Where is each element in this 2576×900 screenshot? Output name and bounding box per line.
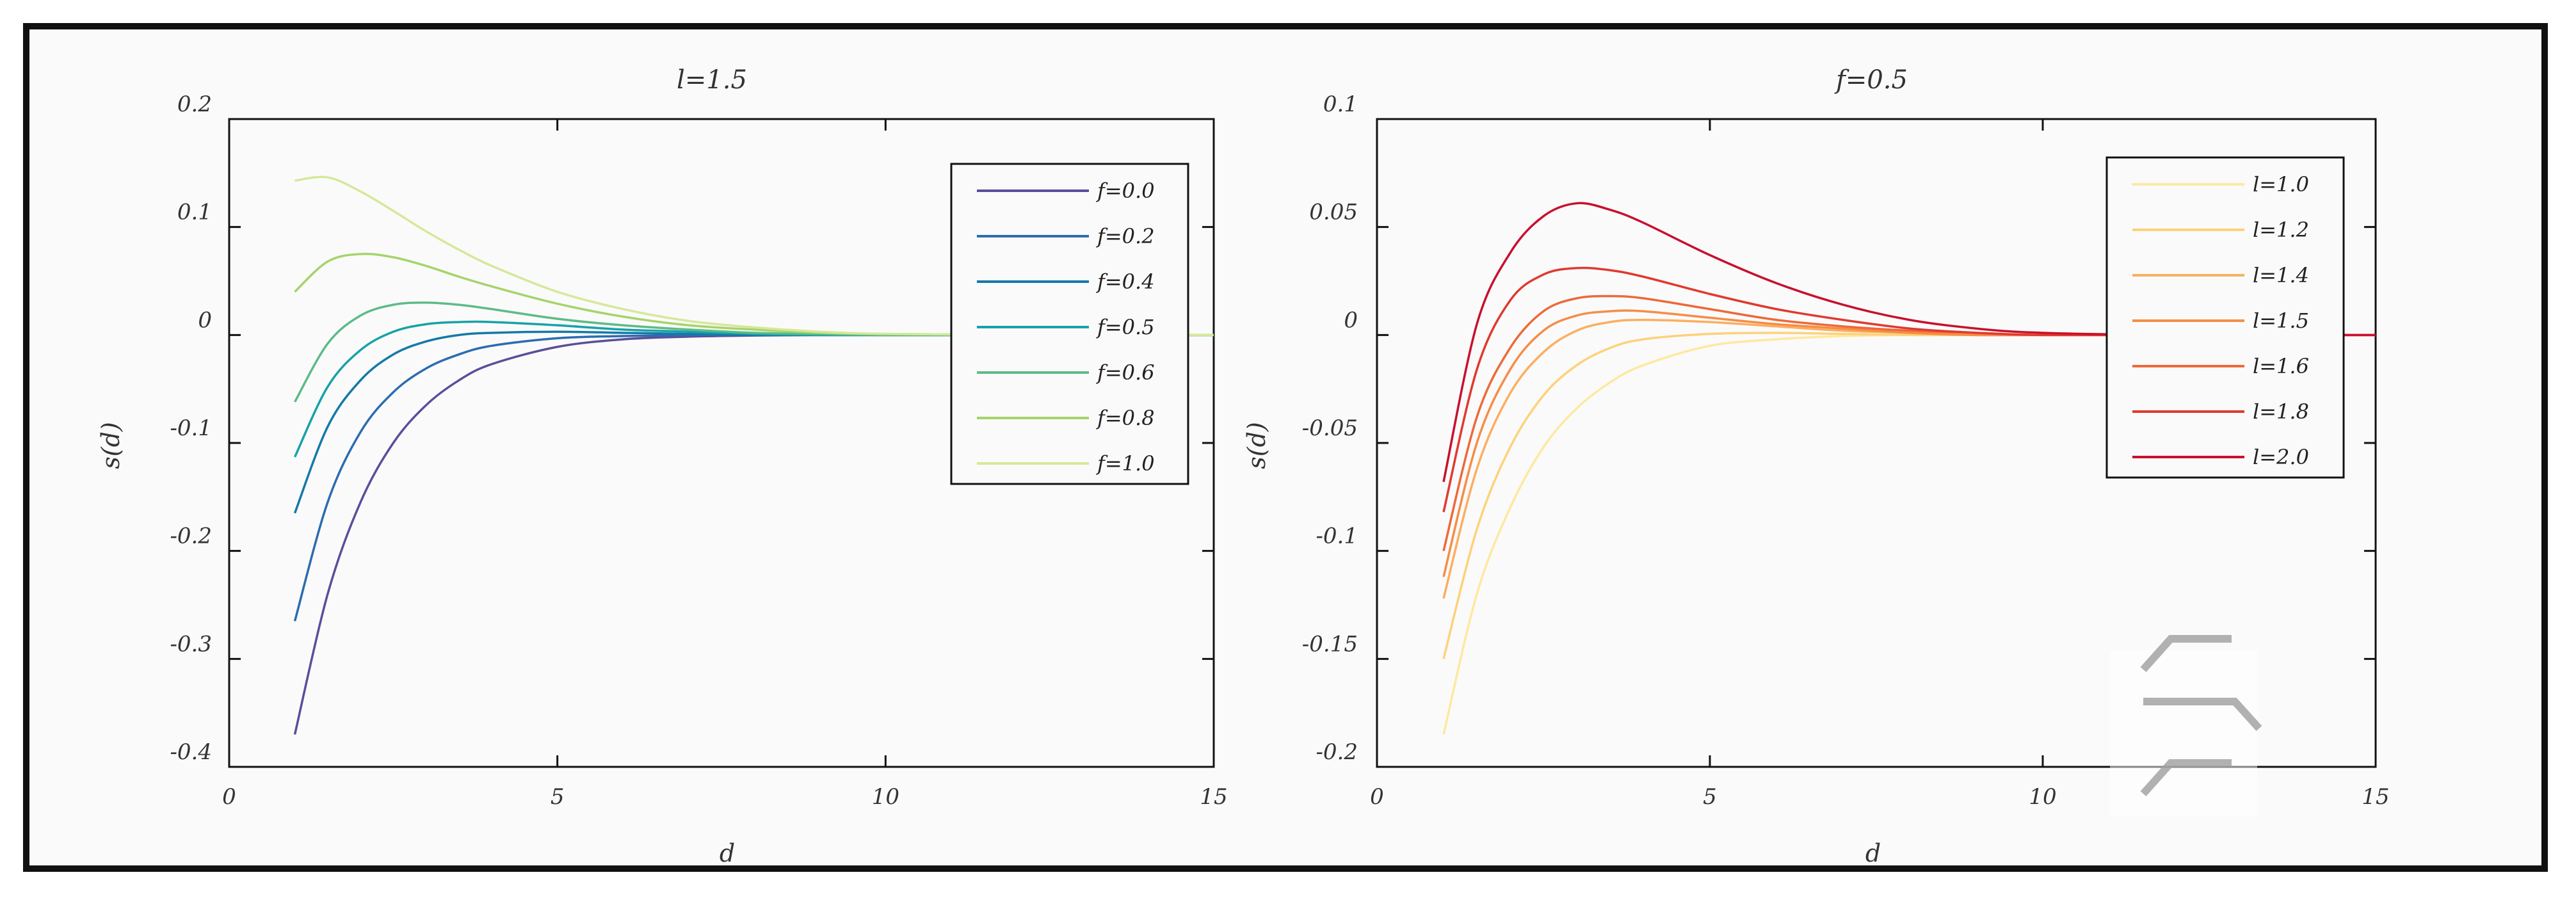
legend-box	[950, 163, 1189, 485]
chart-left: l=1.5 d s(d) 0.2 0.1 0 -0.1 -0.2 -0.3 -0.4 0 5 1…	[97, 65, 1228, 865]
x-axis-label: d	[720, 839, 735, 865]
y-tick-label: -0.2	[170, 524, 212, 549]
y-ticks: 0.1 0.05 0 -0.05 -0.1 -0.15 -0.2	[1302, 92, 2376, 768]
y-tick-label: -0.3	[170, 631, 212, 657]
x-axis-label: d	[1865, 839, 1881, 865]
y-tick-label: -0.4	[170, 739, 212, 765]
legend-label: f=0.2	[1096, 224, 1155, 248]
x-tick-label: 15	[2362, 784, 2389, 810]
series-line-f=1.0	[294, 175, 1214, 337]
legend-label: l=1.5	[2253, 309, 2309, 333]
y-tick-label: -0.1	[1316, 524, 1358, 549]
y-tick-label: -0.05	[1302, 415, 1358, 441]
legend-label: f=1.0	[1096, 451, 1155, 476]
x-tick-label: 15	[1200, 784, 1227, 810]
legend-label: f=0.0	[1096, 179, 1155, 203]
legend-label: f=0.8	[1096, 406, 1155, 430]
y-tick-label: -0.1	[170, 415, 212, 441]
figure-frame: l=1.5 d s(d) 0.2 0.1 0 -0.1 -0.2 -0.3 -0.4 0 5 1…	[23, 23, 2548, 872]
y-tick-label: 0	[198, 307, 212, 333]
x-tick-label: 10	[872, 784, 899, 810]
y-tick-label: 0.1	[1323, 92, 1358, 117]
x-ticks: 0 5 10 15	[1370, 119, 2390, 810]
chart-title: f=0.5	[1834, 65, 1908, 95]
y-axis-label: s(d)	[97, 422, 125, 469]
series-line-l=1.8	[1442, 266, 2376, 513]
x-ticks: 0 5 10 15	[222, 119, 1228, 810]
chart-canvas: l=1.5 d s(d) 0.2 0.1 0 -0.1 -0.2 -0.3 -0.4 0 5 1…	[97, 65, 2390, 865]
legend-label: l=1.2	[2253, 218, 2309, 242]
series-line-l=2.0	[1442, 202, 2376, 483]
x-tick-label: 5	[1703, 784, 1717, 810]
legend-label: l=1.6	[2253, 354, 2309, 378]
legend-label: l=1.0	[2253, 172, 2309, 197]
y-tick-label: -0.2	[1316, 739, 1358, 765]
legend-label: f=0.4	[1096, 269, 1155, 294]
x-tick-label: 0	[222, 784, 236, 810]
legend-label: l=2.0	[2253, 445, 2309, 469]
x-tick-label: 10	[2029, 784, 2056, 810]
y-axis-label: s(d)	[1243, 422, 1271, 469]
legend: f=0.0 f=0.2 f=0.4 f=0.5 f=0.6 f=0.8 f=1.0	[950, 163, 1189, 485]
legend-label: l=1.4	[2253, 263, 2309, 287]
x-tick-label: 5	[551, 784, 565, 810]
legend-box	[2105, 156, 2345, 479]
y-tick-label: 0.2	[177, 92, 212, 117]
y-tick-label: 0	[1344, 307, 1358, 333]
watermark-logo	[2110, 635, 2262, 817]
y-tick-label: -0.15	[1302, 631, 1358, 657]
legend-label: l=1.8	[2253, 399, 2309, 424]
x-tick-label: 0	[1370, 784, 1384, 810]
chart-right: f=0.5 d s(d) 0.10.050-0.05-0.1-0.15-0.2 …	[1243, 65, 2390, 865]
y-tick-label: 0.1	[177, 200, 212, 225]
series-lines	[1442, 202, 2376, 735]
chart-title: l=1.5	[677, 65, 747, 95]
y-tick-label: 0.05	[1309, 200, 1358, 225]
legend: l=1.0 l=1.2 l=1.4 l=1.5 l=1.6 l=1.8 l=2.0	[2105, 156, 2345, 479]
legend-label: f=0.6	[1096, 360, 1155, 385]
series-lines	[293, 175, 1214, 735]
legend-label: f=0.5	[1096, 315, 1155, 339]
